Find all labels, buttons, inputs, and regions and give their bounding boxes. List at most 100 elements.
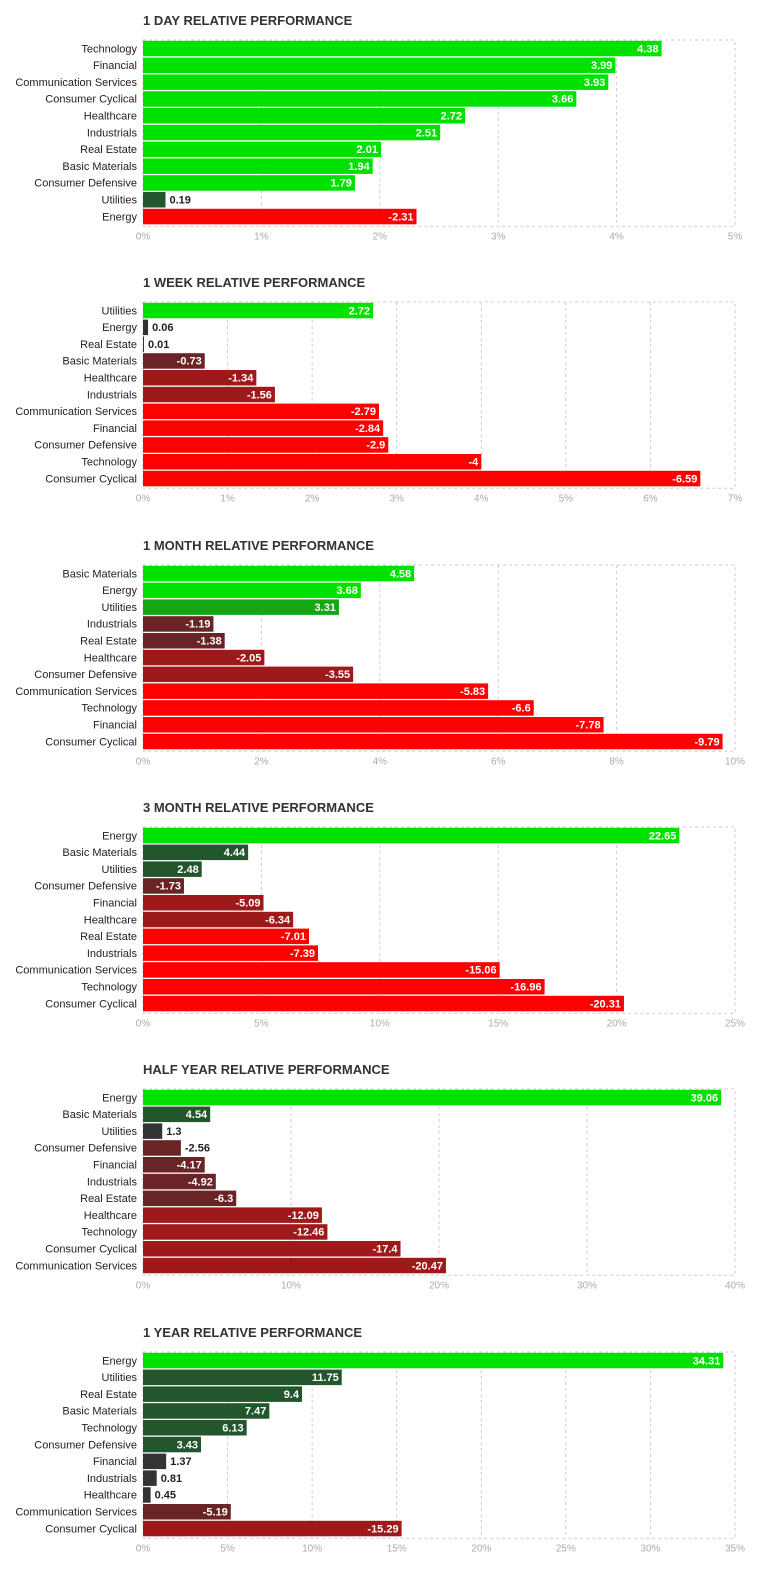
value-label: 39.06	[691, 1092, 719, 1104]
bar	[143, 1106, 211, 1123]
bar	[143, 108, 466, 124]
bar	[143, 1257, 446, 1274]
value-label: 3.68	[336, 585, 357, 597]
category-label: Utilities	[102, 602, 138, 614]
value-label: -4.17	[177, 1160, 202, 1172]
value-label: 2.72	[349, 305, 370, 317]
tick-label: 3%	[491, 231, 506, 242]
chart-1-week: 1 WEEK RELATIVE PERFORMANCE 0% 1% 2% 3% 4% 5%…	[0, 275, 770, 520]
bar	[143, 370, 257, 386]
value-label: 3.99	[591, 60, 612, 72]
value-label: -20.31	[590, 998, 621, 1010]
category-label: Consumer Cyclical	[45, 1244, 137, 1256]
chart-1-year: 1 YEAR RELATIVE PERFORMANCE 0% 5% 10% 15% 20…	[0, 1325, 770, 1570]
bar	[143, 582, 361, 599]
category-label: Basic Materials	[62, 568, 137, 580]
bar	[143, 1089, 722, 1106]
bar	[143, 158, 373, 174]
tick-label: 35%	[725, 1543, 745, 1554]
bar	[143, 141, 381, 158]
bar	[143, 616, 214, 632]
category-label: Energy	[102, 585, 137, 597]
value-label: -0.73	[177, 356, 202, 368]
bar	[143, 420, 384, 436]
tick-label: 1%	[220, 493, 235, 504]
bar	[143, 683, 489, 699]
chart-title: 3 MONTH RELATIVE PERFORMANCE	[143, 800, 374, 815]
tick-label: 4%	[474, 493, 489, 504]
value-label: 11.75	[312, 1372, 339, 1384]
bar	[143, 403, 379, 420]
bar	[143, 1453, 167, 1470]
category-label: Consumer Defensive	[34, 1143, 137, 1155]
value-label: -1.38	[197, 636, 222, 648]
bar	[143, 844, 249, 861]
tick-label: 4%	[609, 231, 624, 242]
value-label: -5.09	[235, 898, 260, 910]
value-label: -2.56	[185, 1143, 210, 1155]
chart-title: 1 WEEK RELATIVE PERFORMANCE	[143, 275, 366, 290]
category-label: Communication Services	[15, 406, 137, 418]
bar	[143, 454, 482, 470]
tick-label: 6%	[491, 756, 506, 767]
chart-3-month: 3 MONTH RELATIVE PERFORMANCE 0% 5% 10% 15% 2…	[0, 800, 770, 1045]
category-label: Basic Materials	[62, 161, 137, 173]
bar	[143, 911, 294, 928]
category-label: Utilities	[102, 195, 138, 207]
category-label: Basic Materials	[62, 847, 137, 859]
bar	[143, 57, 616, 74]
bar	[143, 1140, 181, 1156]
value-label: -5.83	[460, 686, 485, 698]
bar	[143, 1470, 157, 1486]
category-label: Energy	[102, 322, 137, 334]
category-label: Industrials	[87, 127, 138, 139]
tick-label: 20%	[429, 1280, 449, 1291]
category-label: Consumer Defensive	[34, 881, 137, 893]
bar	[143, 1386, 302, 1402]
bar-chart: 0% 2% 4% 6% 8% 10% Basic Materials 4.58 Energy 3.…	[15, 564, 745, 767]
bar	[143, 666, 354, 683]
category-label: Consumer Cyclical	[45, 473, 137, 485]
category-label: Consumer Cyclical	[45, 736, 137, 748]
bar-chart: 0% 5% 10% 15% 20% 25% 30% 35% Energy 34.31 Utiliti…	[15, 1351, 745, 1554]
category-label: Financial	[93, 1160, 137, 1172]
value-label: 4.44	[224, 847, 246, 859]
value-label: 0.06	[152, 322, 173, 334]
bar	[143, 353, 205, 369]
tick-label: 0%	[136, 493, 151, 504]
bar	[143, 895, 264, 911]
category-label: Consumer Defensive	[34, 669, 137, 681]
bar	[143, 1224, 328, 1240]
category-label: Industrials	[87, 1176, 138, 1188]
tick-label: 0%	[136, 231, 151, 242]
category-label: Real Estate	[80, 1389, 137, 1401]
category-label: Consumer Cyclical	[45, 1523, 137, 1535]
tick-label: 5%	[220, 1543, 235, 1554]
bar	[143, 945, 318, 961]
value-label: -15.29	[367, 1523, 398, 1535]
tick-label: 10%	[281, 1280, 301, 1291]
bar	[143, 928, 309, 945]
tick-label: 0%	[136, 1280, 151, 1291]
category-label: Energy	[102, 1092, 137, 1104]
value-label: -15.06	[465, 965, 496, 977]
bar	[143, 733, 723, 750]
category-label: Technology	[81, 1227, 137, 1239]
bar	[143, 717, 604, 733]
category-label: Technology	[81, 1423, 137, 1435]
bar	[143, 995, 624, 1012]
value-label: -6.59	[672, 473, 697, 485]
bar	[143, 1504, 231, 1520]
value-label: -2.9	[366, 440, 385, 452]
value-label: -1.34	[228, 373, 254, 385]
tick-label: 3%	[389, 493, 404, 504]
tick-label: 25%	[556, 1543, 576, 1554]
bar-chart: 0% 1% 2% 3% 4% 5% Technology 4.38 Financial 3.99 C…	[15, 39, 742, 242]
bar	[143, 1403, 270, 1419]
plot-frame	[142, 1351, 736, 1539]
value-label: 1.79	[331, 178, 352, 190]
value-label: 1.94	[348, 161, 370, 173]
value-label: -20.47	[412, 1260, 443, 1272]
category-label: Utilities	[102, 1372, 138, 1384]
value-label: -7.39	[290, 948, 315, 960]
